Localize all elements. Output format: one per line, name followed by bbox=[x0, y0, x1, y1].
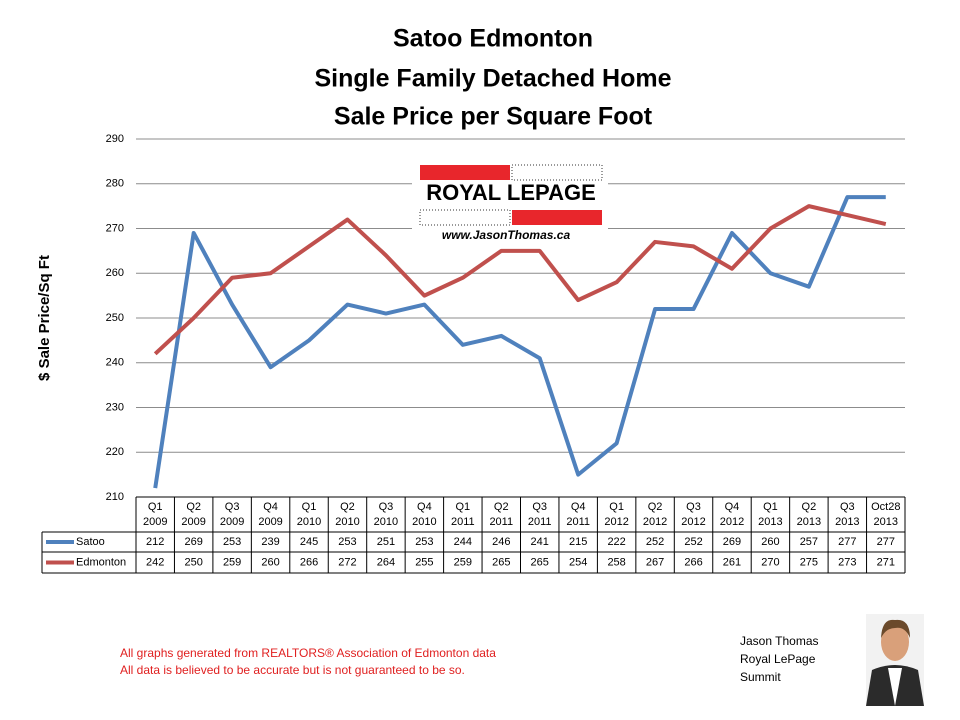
table-value: 255 bbox=[415, 556, 433, 568]
table-value: 245 bbox=[300, 536, 318, 548]
x-tick-label: Q3 2011 bbox=[528, 501, 552, 528]
x-tick-label: Q2 2013 bbox=[797, 501, 821, 528]
y-axis-label: $ Sale Price/Sq Ft bbox=[36, 255, 53, 381]
photo-face bbox=[881, 623, 909, 661]
table-value: 267 bbox=[646, 556, 664, 568]
plot: 210 220 230 240 250 260 270 280 290 Q1 2009 Q2 2009 Q… bbox=[41, 133, 906, 574]
table-value: 254 bbox=[569, 556, 587, 568]
series-line bbox=[153, 195, 886, 489]
photo-hair bbox=[881, 619, 910, 638]
table-value: 253 bbox=[338, 536, 356, 548]
x-tick-label: Q3 2013 bbox=[835, 501, 859, 528]
chart-title: Single Family Detached Home bbox=[314, 65, 671, 93]
table-value: 244 bbox=[454, 536, 472, 548]
logo-url: www.JasonThomas.ca bbox=[442, 228, 571, 242]
table-value: 270 bbox=[761, 556, 779, 568]
logo-stripe bbox=[512, 210, 602, 225]
table-value: 252 bbox=[646, 536, 664, 548]
chart-title: Satoo Edmonton bbox=[393, 25, 593, 53]
table-value: 253 bbox=[223, 536, 241, 548]
y-tick-label: 230 bbox=[106, 401, 124, 413]
table-value: 253 bbox=[415, 536, 433, 548]
table-value: 242 bbox=[146, 556, 164, 568]
x-tick-label: Q4 2012 bbox=[720, 501, 744, 528]
x-tick-label: Q1 2012 bbox=[604, 501, 628, 528]
legend-label: Satoo bbox=[76, 536, 105, 548]
x-tick-label: Q1 2010 bbox=[297, 501, 321, 528]
table-value: 266 bbox=[684, 556, 702, 568]
agent-company: Royal LePage bbox=[740, 652, 816, 666]
table-value: 258 bbox=[607, 556, 625, 568]
y-tick-label: 220 bbox=[106, 446, 124, 458]
x-tick-label: Q4 2011 bbox=[566, 501, 590, 528]
table-value: 239 bbox=[261, 536, 279, 548]
x-tick-label: Q2 2012 bbox=[643, 501, 667, 528]
logo-stripe bbox=[420, 165, 510, 180]
y-tick-label: 260 bbox=[106, 267, 124, 279]
footer-note: All data is believed to be accurate but … bbox=[120, 663, 465, 677]
y-tick-label: 280 bbox=[106, 178, 124, 190]
x-tick-label: Q3 2009 bbox=[220, 501, 244, 528]
x-tick-label: Q3 2012 bbox=[681, 501, 705, 528]
x-tick-label: Q4 2010 bbox=[412, 501, 436, 528]
y-tick-label: 250 bbox=[106, 312, 124, 324]
x-tick-label: Oct28 2013 bbox=[871, 501, 900, 528]
table-value: 260 bbox=[761, 536, 779, 548]
table-value: 241 bbox=[531, 536, 549, 548]
table-value: 273 bbox=[838, 556, 856, 568]
logo-stripe bbox=[419, 209, 511, 226]
table-value: 275 bbox=[800, 556, 818, 568]
table-value: 265 bbox=[531, 556, 549, 568]
table-value: 246 bbox=[492, 536, 510, 548]
table-value: 250 bbox=[184, 556, 202, 568]
table-value: 277 bbox=[838, 536, 856, 548]
chart-title: Sale Price per Square Foot bbox=[334, 103, 653, 131]
table-value: 215 bbox=[569, 536, 587, 548]
x-tick-label: Q1 2009 bbox=[143, 501, 167, 528]
table-value: 269 bbox=[723, 536, 741, 548]
x-tick-label: Q4 2009 bbox=[258, 501, 282, 528]
agent-photo bbox=[866, 614, 924, 706]
agent-name: Jason Thomas bbox=[740, 634, 819, 648]
x-tick-label: Q1 2013 bbox=[758, 501, 782, 528]
y-tick-label: 210 bbox=[106, 491, 124, 503]
table-value: 260 bbox=[261, 556, 279, 568]
table-value: 222 bbox=[607, 536, 625, 548]
footer-note: All graphs generated from REALTORS® Asso… bbox=[120, 646, 496, 660]
x-tick-label: Q2 2011 bbox=[489, 501, 513, 528]
y-tick-label: 270 bbox=[106, 222, 124, 234]
table-value: 271 bbox=[877, 556, 895, 568]
table-value: 212 bbox=[146, 536, 164, 548]
table-value: 265 bbox=[492, 556, 510, 568]
table-value: 252 bbox=[684, 536, 702, 548]
x-tick-label: Q2 2010 bbox=[335, 501, 359, 528]
x-tick-label: Q3 2010 bbox=[374, 501, 398, 528]
table-value: 259 bbox=[223, 556, 241, 568]
table-value: 259 bbox=[454, 556, 472, 568]
y-tick-label: 290 bbox=[106, 133, 124, 145]
table-value: 277 bbox=[877, 536, 895, 548]
logo-stripe bbox=[511, 164, 603, 181]
table-value: 264 bbox=[377, 556, 395, 568]
table-value: 272 bbox=[338, 556, 356, 568]
table-value: 261 bbox=[723, 556, 741, 568]
table-value: 251 bbox=[377, 536, 395, 548]
table-value: 266 bbox=[300, 556, 318, 568]
y-tick-label: 240 bbox=[106, 357, 124, 369]
agent-office: Summit bbox=[740, 670, 781, 684]
photo-shirt bbox=[888, 668, 902, 706]
x-tick-label: Q1 2011 bbox=[451, 501, 475, 528]
series-line bbox=[153, 204, 887, 356]
logo: ROYAL LEPAGE www.JasonThomas.ca bbox=[412, 163, 608, 243]
x-tick-label: Q2 2009 bbox=[181, 501, 205, 528]
table-value: 269 bbox=[184, 536, 202, 548]
logo-brand: ROYAL LEPAGE bbox=[426, 180, 596, 205]
legend-label: Edmonton bbox=[76, 556, 126, 568]
table-value: 257 bbox=[800, 536, 818, 548]
